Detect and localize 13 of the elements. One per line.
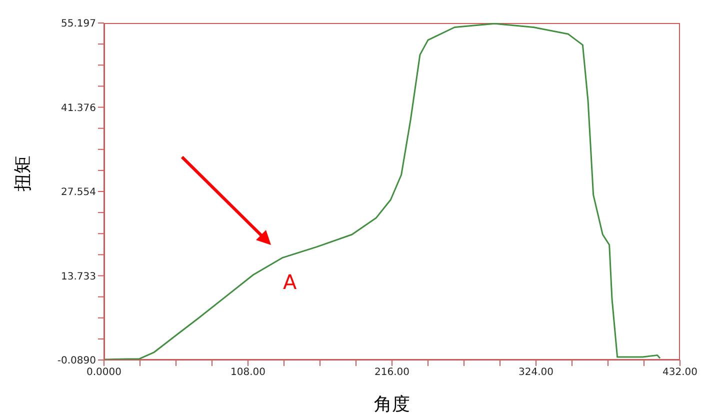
x-axis-title: 角度 bbox=[374, 394, 410, 414]
y-tick-label: 13.733 bbox=[61, 271, 96, 282]
x-tick-label: 324.00 bbox=[518, 367, 554, 378]
y-axis-title: 扭矩 bbox=[12, 156, 34, 192]
y-tick-label: 41.376 bbox=[61, 102, 96, 114]
annotation: A bbox=[283, 270, 297, 294]
x-tick-label: 108.00 bbox=[230, 367, 266, 378]
x-tick-label: 0.0000 bbox=[86, 367, 122, 378]
x-tick-label: 432.00 bbox=[662, 367, 698, 378]
y-tick-label: 55.197 bbox=[61, 18, 96, 30]
y-tick-label: 27.554 bbox=[61, 187, 96, 198]
y-tick-label: -0.0890 bbox=[57, 356, 96, 367]
x-tick-label: 216.00 bbox=[374, 367, 410, 378]
